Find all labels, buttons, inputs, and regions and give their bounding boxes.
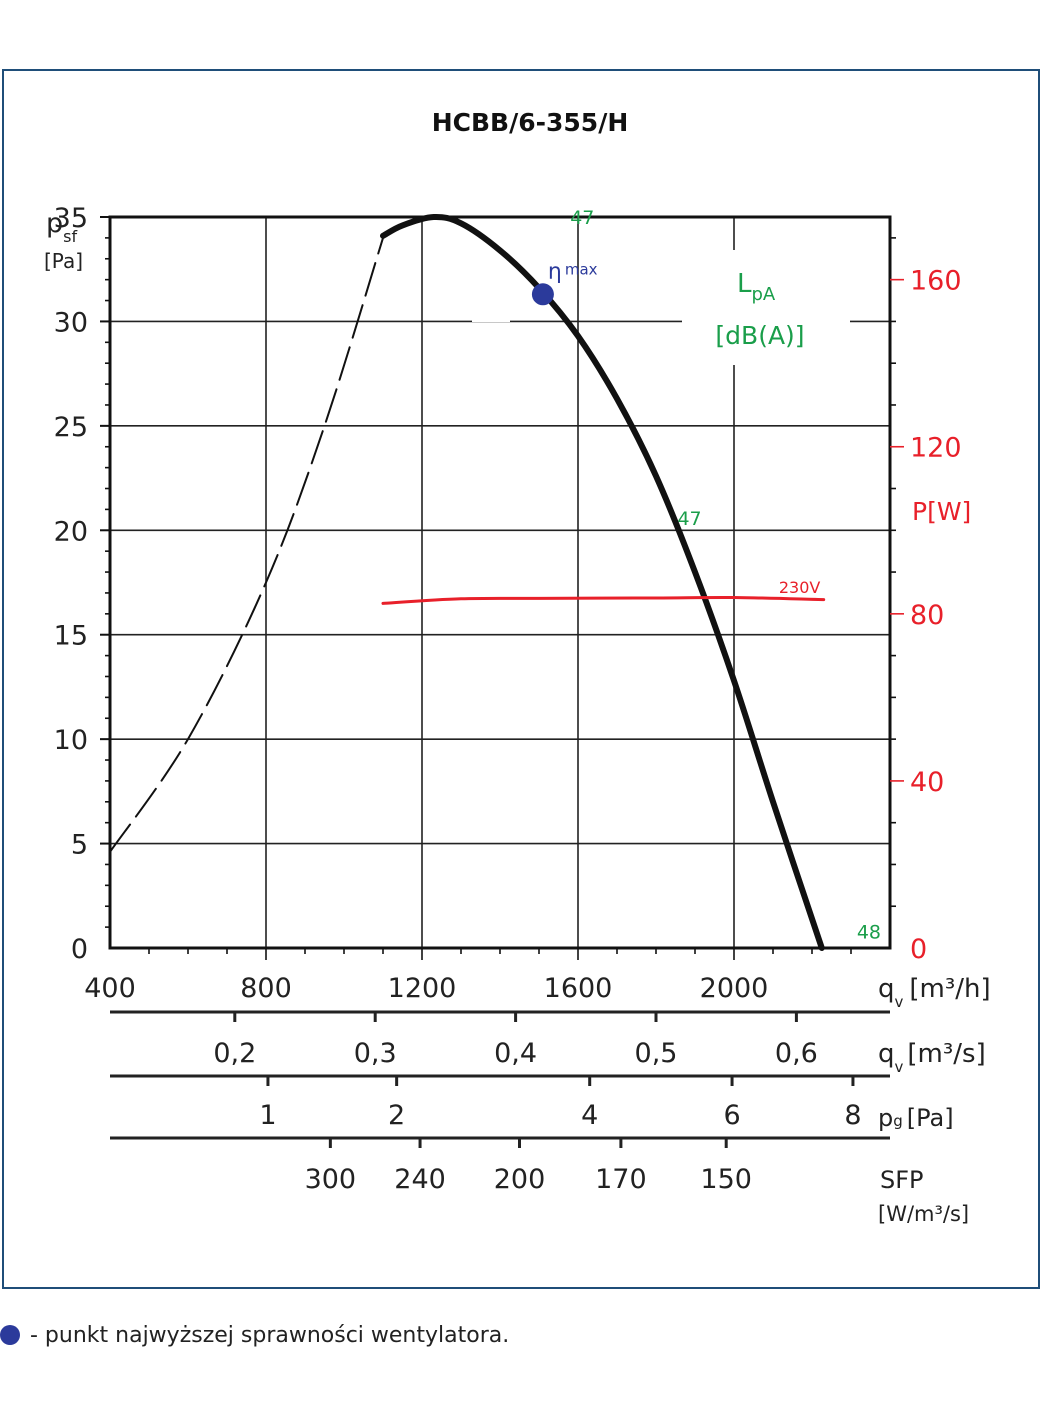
x-tick-label: 1600 (544, 973, 613, 1004)
chart-title: HCBB/6-355/H (432, 108, 629, 137)
y-tick-label: 35 (54, 203, 88, 234)
scale-title-qv_m3s: qv [m³/s] (878, 1039, 986, 1076)
scale-label-sfp: 200 (494, 1164, 546, 1195)
lpa-annotation-bg (472, 296, 510, 322)
y-right-tick-label: 80 (910, 600, 944, 631)
scale-label-sfp: 170 (595, 1164, 647, 1195)
scale-label-sfp: 240 (394, 1164, 446, 1195)
scale-label-pg: 8 (844, 1100, 861, 1131)
footnote: - punkt najwyższej sprawności wentylator… (0, 1318, 509, 1352)
lpa-legend-title: LpA (737, 269, 776, 305)
scale-label-pg: 6 (723, 1100, 740, 1131)
lpa-legend-unit: [dB(A)] (715, 321, 804, 350)
eta-max-marker-icon (0, 1325, 20, 1345)
y-tick-label: 5 (71, 830, 88, 861)
x-tick-label: 2000 (700, 973, 769, 1004)
y-right-axis-label: P[W] (912, 497, 971, 526)
scale-unit-sfp: [W/m³/s] (878, 1202, 969, 1226)
scale-label-qv_m3s: 0,3 (354, 1038, 397, 1069)
series-pressure_curve (380, 213, 825, 951)
y-tick-label: 25 (54, 412, 88, 443)
series-power_230V (381, 595, 826, 605)
lpa-annotation: 47 (570, 207, 594, 229)
series-label-230v: 230V (779, 578, 821, 597)
y-tick-label: 10 (54, 725, 88, 756)
scale-title-pg: pg [Pa] (878, 1104, 954, 1132)
lpa-annotation: 48 (857, 921, 881, 943)
footnote-text: - punkt najwyższej sprawności wentylator… (30, 1322, 510, 1348)
x-tick-label: 1200 (388, 973, 457, 1004)
y-axis-unit: [Pa] (44, 249, 83, 273)
scale-label-pg: 4 (581, 1100, 598, 1131)
x-axis-label: qv [m³/h] (878, 974, 991, 1011)
x-tick-label: 800 (240, 973, 292, 1004)
y-right-tick-label: 0 (910, 934, 927, 965)
scale-label-pg: 2 (388, 1100, 405, 1131)
scale-label-qv_m3s: 0,6 (775, 1038, 818, 1069)
scale-label-qv_m3s: 0,5 (635, 1038, 678, 1069)
scale-label-sfp: 150 (700, 1164, 752, 1195)
scale-label-pg: 1 (259, 1100, 276, 1131)
y-tick-label: 0 (71, 934, 88, 965)
y-right-tick-label: 120 (910, 433, 962, 464)
eta-max-point (531, 283, 554, 306)
y-tick-label: 20 (54, 516, 88, 547)
lpa-legend-bg (682, 250, 850, 365)
x-tick-label: 400 (84, 973, 136, 1004)
scale-label-qv_m3s: 0,2 (213, 1038, 256, 1069)
y-axis-label: psf (46, 208, 77, 246)
lpa-annotation: 47 (677, 508, 701, 530)
y-right-tick-label: 40 (910, 767, 944, 798)
eta-max-label: η max (548, 259, 598, 284)
series-pressure_dashed (109, 236, 384, 853)
y-right-tick-label: 160 (910, 266, 962, 297)
scale-label-qv_m3s: 0,4 (494, 1038, 537, 1069)
y-tick-label: 30 (54, 307, 88, 338)
scale-title-sfp: SFP (880, 1166, 924, 1194)
y-tick-label: 15 (54, 621, 88, 652)
scale-label-sfp: 300 (305, 1164, 357, 1195)
chart-frame (2, 69, 1040, 1289)
